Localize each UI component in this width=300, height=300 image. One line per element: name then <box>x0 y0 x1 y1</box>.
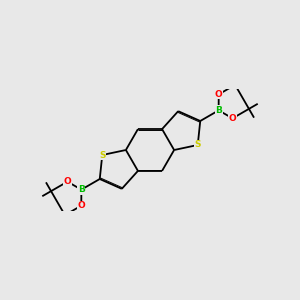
Text: B: B <box>215 106 222 115</box>
Text: S: S <box>99 151 106 160</box>
Text: O: O <box>64 177 71 186</box>
Text: O: O <box>229 114 236 123</box>
Text: O: O <box>77 201 85 210</box>
Text: S: S <box>194 140 201 149</box>
Text: O: O <box>215 90 223 99</box>
Text: B: B <box>78 185 85 194</box>
